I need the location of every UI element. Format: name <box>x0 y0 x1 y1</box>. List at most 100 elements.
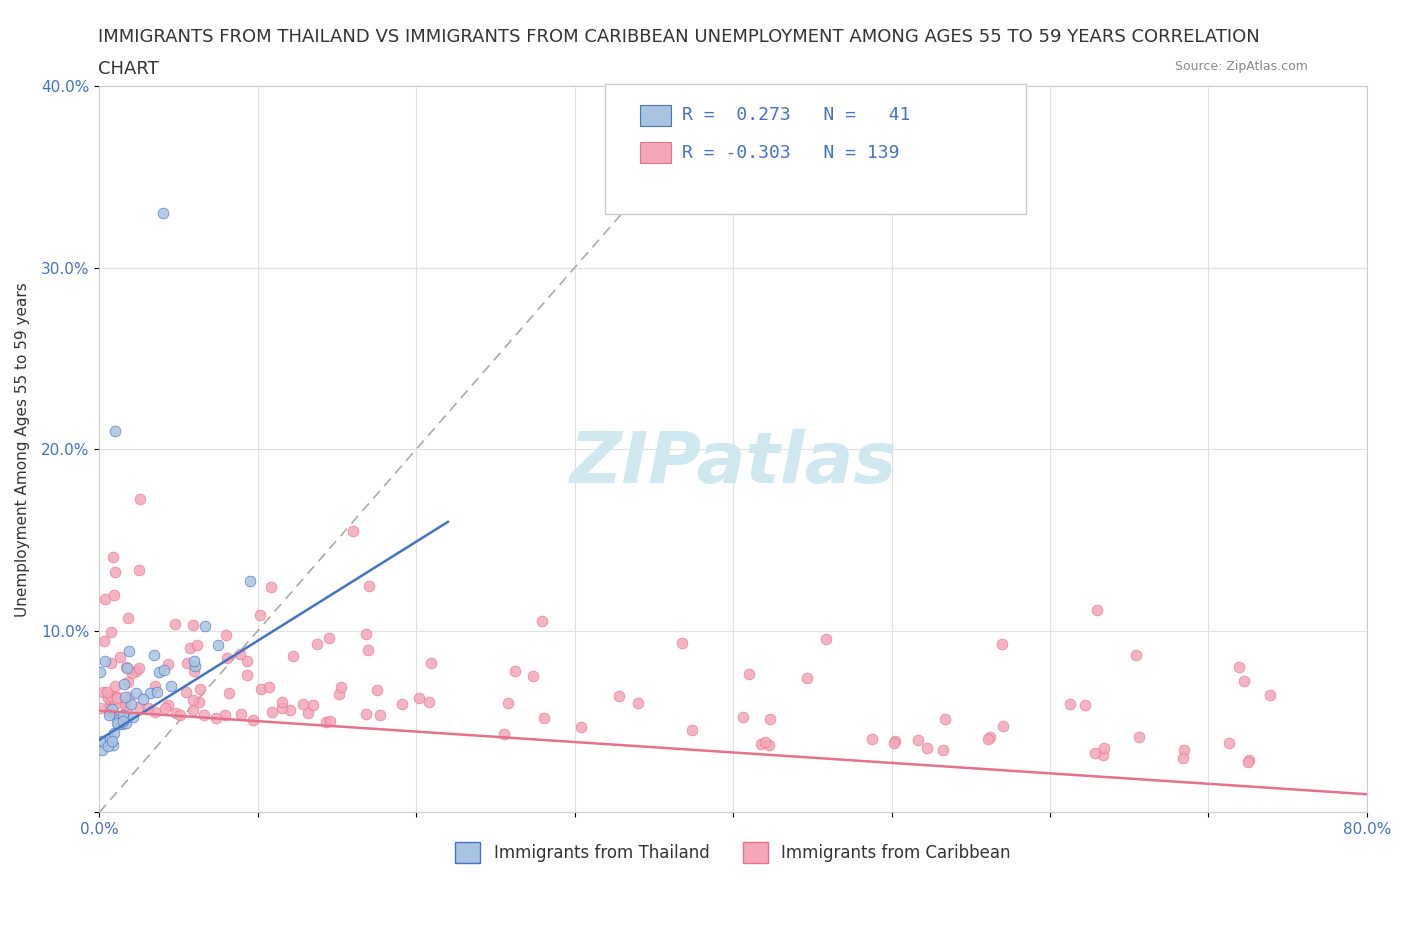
Point <box>260 705 283 720</box>
Point <box>98 731 121 746</box>
Point <box>731 710 754 724</box>
Point <box>671 636 693 651</box>
Point <box>569 719 592 734</box>
Point <box>932 743 955 758</box>
Point <box>860 732 883 747</box>
Point <box>103 550 125 565</box>
Point <box>319 713 342 728</box>
Point <box>139 686 162 701</box>
Point <box>1258 687 1281 702</box>
Point <box>260 579 283 594</box>
Point <box>239 574 262 589</box>
Point <box>883 736 905 751</box>
Point <box>117 611 139 626</box>
Point <box>190 681 212 696</box>
Point <box>117 689 139 704</box>
Point <box>738 667 761 682</box>
Point <box>749 737 772 751</box>
Point <box>231 707 253 722</box>
Point <box>112 708 135 723</box>
Point <box>103 588 125 603</box>
Point <box>100 702 122 717</box>
Point <box>107 691 129 706</box>
Point <box>342 524 364 538</box>
Point <box>217 651 239 666</box>
Point <box>114 698 136 712</box>
Point <box>1173 743 1195 758</box>
Text: Source: ZipAtlas.com: Source: ZipAtlas.com <box>1174 60 1308 73</box>
Point <box>533 711 555 725</box>
Point <box>1128 729 1150 744</box>
Point <box>292 697 315 711</box>
Point <box>991 636 1014 651</box>
Point <box>100 656 122 671</box>
Point <box>205 711 228 725</box>
Point <box>368 707 391 722</box>
Point <box>89 665 111 680</box>
Point <box>1173 751 1195 765</box>
Point <box>883 734 905 749</box>
Point <box>98 704 121 719</box>
Point <box>228 646 250 661</box>
Point <box>934 711 956 726</box>
Point <box>194 618 217 633</box>
Point <box>977 731 1000 746</box>
Point <box>157 698 180 712</box>
Point <box>136 700 159 715</box>
Point <box>183 654 205 669</box>
Point <box>302 698 325 712</box>
Point <box>94 654 117 669</box>
Point <box>214 708 236 723</box>
Point <box>991 719 1014 734</box>
Point <box>181 618 204 632</box>
Point <box>97 738 120 753</box>
Point <box>103 725 125 740</box>
Text: IMMIGRANTS FROM THAILAND VS IMMIGRANTS FROM CARIBBEAN UNEMPLOYMENT AMONG AGES 55: IMMIGRANTS FROM THAILAND VS IMMIGRANTS F… <box>98 28 1260 46</box>
Point <box>128 563 150 578</box>
Point <box>366 682 388 697</box>
Point <box>187 694 209 709</box>
Point <box>181 692 204 707</box>
Point <box>357 643 380 658</box>
Text: R = -0.303   N = 139: R = -0.303 N = 139 <box>682 143 900 162</box>
Point <box>115 704 138 719</box>
Point <box>97 708 120 723</box>
Point <box>250 681 273 696</box>
Point <box>215 628 238 643</box>
Point <box>112 713 135 728</box>
Point <box>169 708 191 723</box>
Point <box>270 695 292 710</box>
Point <box>120 697 142 711</box>
Point <box>97 690 120 705</box>
Point <box>1074 698 1097 712</box>
Point <box>408 690 430 705</box>
Point <box>121 666 143 681</box>
Point <box>235 653 257 668</box>
Point <box>207 638 229 653</box>
Point <box>183 658 205 673</box>
Point <box>796 671 818 685</box>
Point <box>128 660 150 675</box>
Point <box>522 668 544 683</box>
Point <box>1236 754 1258 769</box>
Point <box>315 715 337 730</box>
Point <box>146 684 169 699</box>
Point <box>758 711 780 726</box>
Point <box>1233 673 1256 688</box>
Point <box>91 685 114 700</box>
Point <box>112 677 135 692</box>
Point <box>165 706 187 721</box>
Point <box>979 729 1001 744</box>
Point <box>915 740 938 755</box>
Point <box>115 710 138 724</box>
Point <box>278 703 301 718</box>
Point <box>305 636 328 651</box>
Point <box>93 634 115 649</box>
Point <box>627 696 650 711</box>
Point <box>183 664 205 679</box>
Point <box>218 685 240 700</box>
Point <box>179 641 201 656</box>
Point <box>148 665 170 680</box>
Point <box>249 607 271 622</box>
Point <box>122 710 145 724</box>
